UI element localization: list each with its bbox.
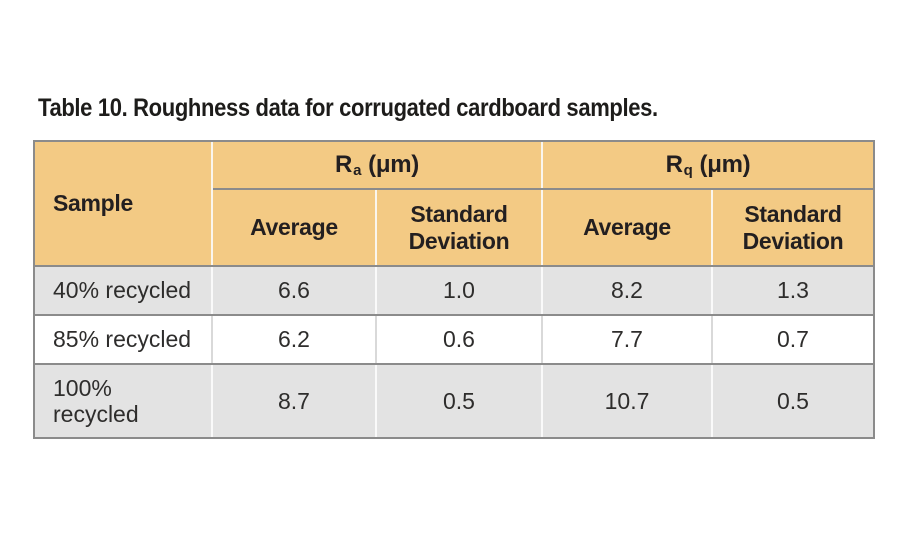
header-divider xyxy=(711,190,713,265)
cell-divider xyxy=(541,365,543,437)
row-1-ra-average: 6.6 xyxy=(213,267,375,314)
row-3-ra-stdev: 0.5 xyxy=(377,365,541,437)
cell-divider xyxy=(375,316,377,363)
ra-subscript: a xyxy=(353,162,362,180)
cell-divider xyxy=(211,267,213,314)
ra-average-header: Average xyxy=(213,190,375,265)
header-divider xyxy=(211,142,213,265)
rq-stdev-header: Standard Deviation xyxy=(713,190,873,265)
ra-unit: (μm) xyxy=(368,151,419,179)
row-3-sample-cell: 100% recycled xyxy=(35,365,211,437)
cell-divider xyxy=(711,267,713,314)
rq-unit: (μm) xyxy=(699,151,751,179)
sample-column-header: Sample xyxy=(35,142,211,265)
rq-average-header: Average xyxy=(543,190,711,265)
ra-stdev-header: Standard Deviation xyxy=(377,190,541,265)
ra-symbol: R xyxy=(335,151,353,179)
row-2-ra-stdev: 0.6 xyxy=(377,316,541,363)
cell-divider xyxy=(375,365,377,437)
row-2-rq-stdev: 0.7 xyxy=(713,316,873,363)
cell-divider xyxy=(711,316,713,363)
cell-divider xyxy=(211,365,213,437)
cell-divider xyxy=(541,267,543,314)
cell-divider xyxy=(711,365,713,437)
cell-divider xyxy=(375,267,377,314)
row-1-ra-stdev: 1.0 xyxy=(377,267,541,314)
row-1-sample-cell: 40% recycled xyxy=(35,267,211,314)
rq-symbol: R xyxy=(665,151,683,179)
row-2-ra-average: 6.2 xyxy=(213,316,375,363)
rq-subscript: q xyxy=(683,162,693,180)
header-divider xyxy=(541,190,543,265)
table-caption: Table 10. Roughness data for corrugated … xyxy=(38,94,658,122)
row-3-rq-stdev: 0.5 xyxy=(713,365,873,437)
cell-divider xyxy=(541,316,543,363)
header-divider xyxy=(541,142,543,188)
row-separator xyxy=(35,265,873,267)
row-2-rq-average: 7.7 xyxy=(543,316,711,363)
row-1-rq-average: 8.2 xyxy=(543,267,711,314)
cell-divider xyxy=(211,316,213,363)
row-1-rq-stdev: 1.3 xyxy=(713,267,873,314)
row-separator xyxy=(35,314,873,316)
row-separator xyxy=(35,363,873,365)
row-3-rq-average: 10.7 xyxy=(543,365,711,437)
group-header-rule xyxy=(213,188,873,190)
row-3-ra-average: 8.7 xyxy=(213,365,375,437)
header-divider xyxy=(375,190,377,265)
row-2-sample-cell: 85% recycled xyxy=(35,316,211,363)
